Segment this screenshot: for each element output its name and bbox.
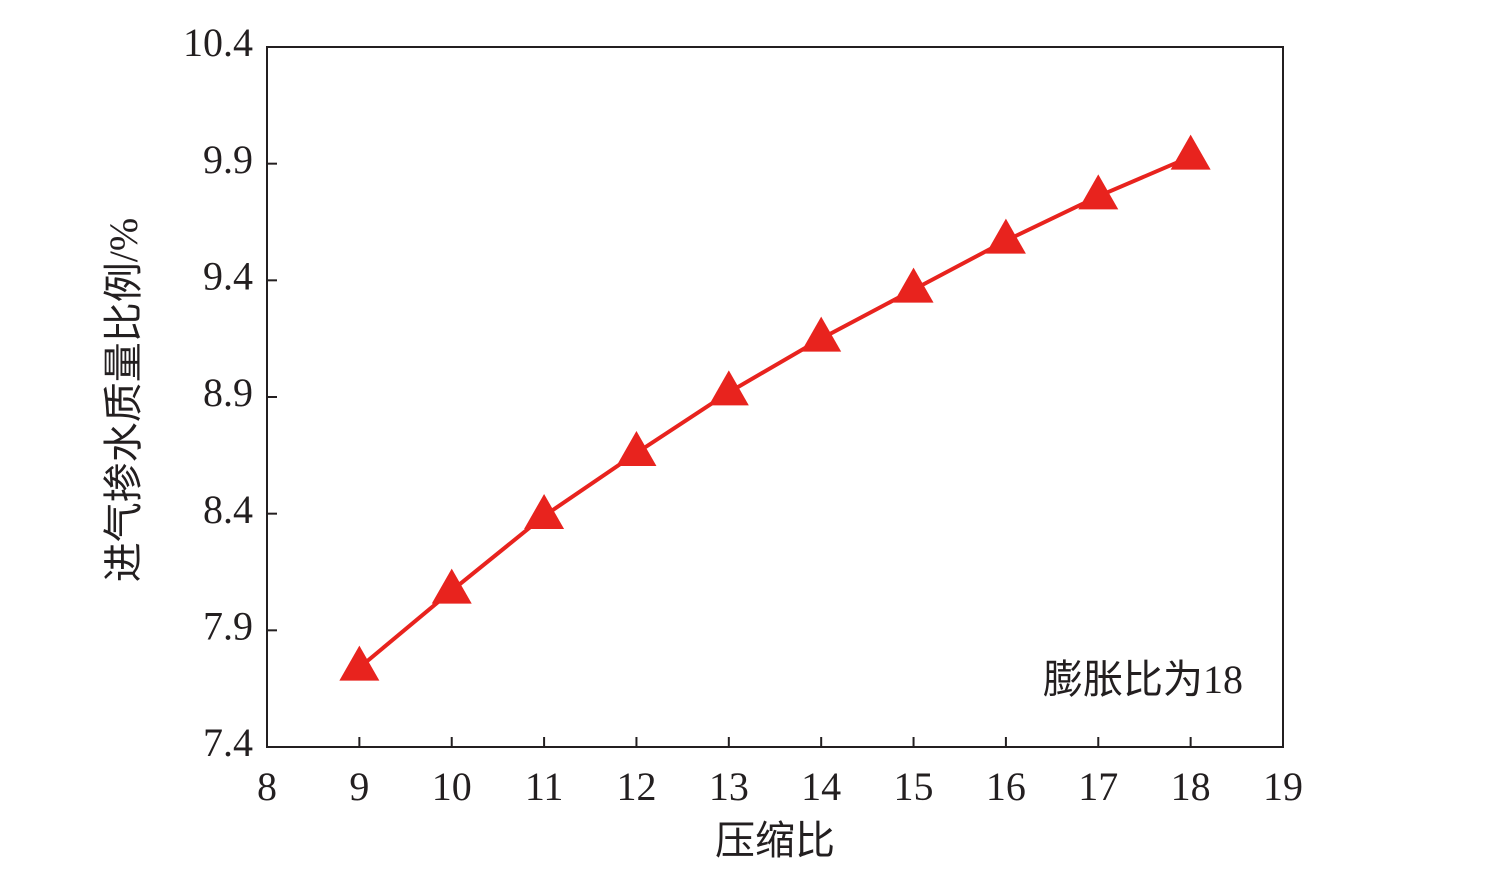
x-axis-label: 压缩比 [715,818,835,863]
annotation: 膨胀比为18 [1043,657,1243,702]
x-tick-label: 10 [432,764,472,809]
x-tick-label: 17 [1078,764,1118,809]
x-tick-label: 19 [1263,764,1303,809]
triangle-marker [524,494,565,529]
y-tick-label: 9.9 [203,137,253,182]
data-line [358,154,1192,670]
x-tick-label: 15 [894,764,934,809]
x-tick-label: 9 [349,764,369,809]
plot-frame [266,46,1284,748]
x-tick-label: 12 [616,764,656,809]
y-tick-label: 9.4 [203,254,253,299]
x-tick-label: 11 [525,764,564,809]
triangle-marker [339,645,380,681]
triangle-marker [985,218,1026,254]
x-tick-label: 8 [257,764,277,809]
triangle-marker [708,370,749,406]
x-tick-label: 18 [1171,764,1211,809]
triangle-marker [1170,134,1211,170]
triangle-marker [616,431,657,466]
triangle-marker [431,568,472,604]
y-axis-label: 进气掺水质量比例/% [101,218,146,582]
x-tick-label: 16 [986,764,1026,809]
y-tick-label: 8.9 [203,370,253,415]
x-tick-label: 14 [801,764,841,809]
triangle-marker [801,316,842,352]
triangle-marker [1078,174,1119,210]
y-tick-label: 8.4 [203,487,253,532]
y-tick-label: 10.4 [183,20,253,65]
triangle-marker [893,267,934,303]
y-tick-label: 7.9 [203,604,253,649]
y-tick-label: 7.4 [203,720,253,765]
x-tick-label: 13 [709,764,749,809]
